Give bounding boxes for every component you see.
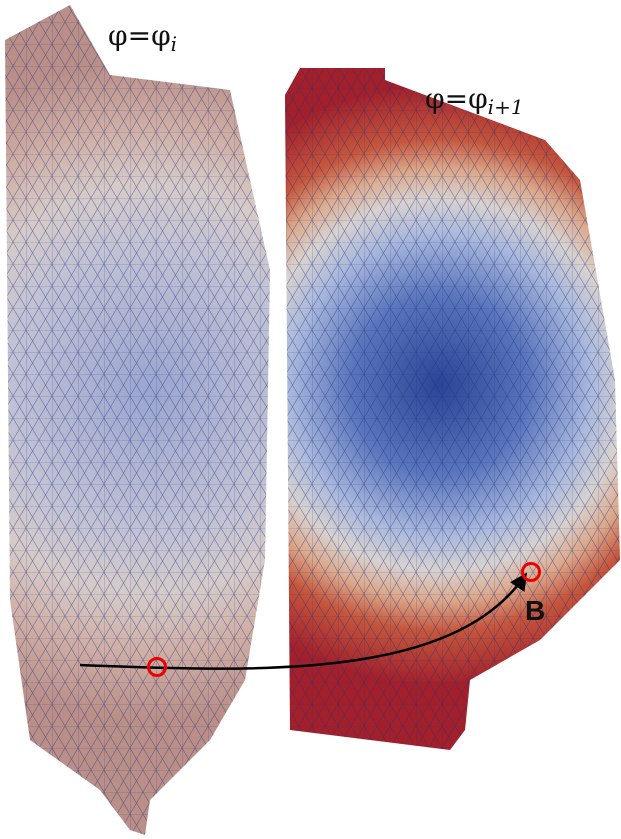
figure: φ=φi φ=φi+1 B xyxy=(0,0,621,839)
label-sub: i+1 xyxy=(488,95,524,119)
right-mesh xyxy=(285,68,620,750)
left-mesh xyxy=(5,5,270,835)
plane-label: φ=φi+1 xyxy=(425,82,524,119)
plane-label: φ=φi xyxy=(108,19,177,56)
point-label: B xyxy=(525,595,545,626)
label-sub: i xyxy=(171,32,177,56)
label-base: φ=φ xyxy=(108,19,171,52)
label-base: φ=φ xyxy=(425,82,488,115)
